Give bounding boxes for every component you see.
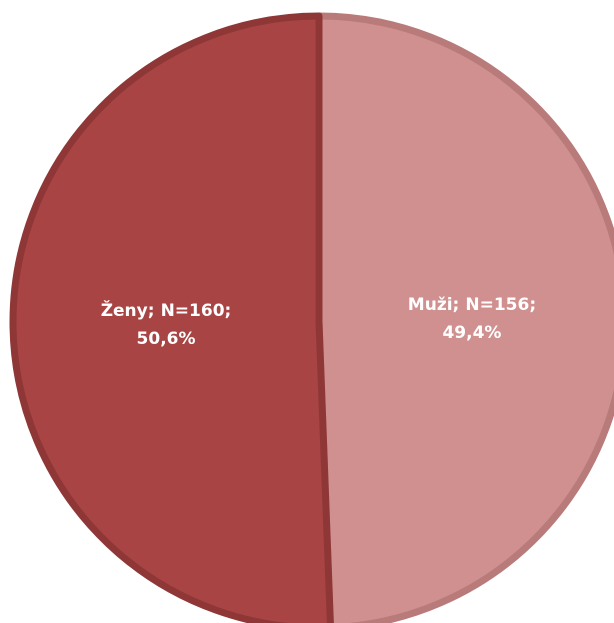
category-name: Ženy — [101, 299, 148, 321]
separator: ; — [453, 295, 460, 315]
value-label: 50,6% — [137, 329, 196, 349]
separator: ; — [529, 295, 536, 315]
count-label: N=160 — [161, 301, 225, 321]
count-label: N=156 — [465, 295, 529, 315]
separator: ; — [225, 301, 232, 321]
value-label: 49,4% — [442, 323, 501, 343]
slice-label: Muži; N=156; — [408, 295, 536, 315]
category-name: Muži — [408, 295, 453, 315]
pie-slice — [315, 12, 614, 623]
separator: ; — [148, 301, 155, 321]
pie-slice — [9, 12, 334, 623]
slice-label: Ženy; N=160; — [101, 299, 232, 321]
